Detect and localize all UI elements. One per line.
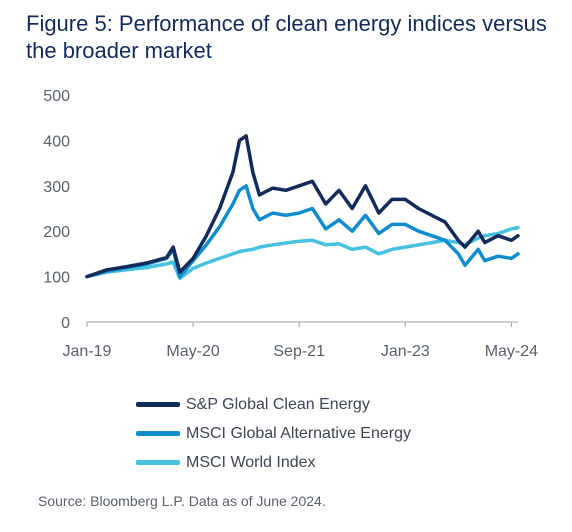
y-tick-label: 400 xyxy=(43,133,70,150)
x-tick-label: Jan-19 xyxy=(63,343,112,360)
x-tick-label: Jan-23 xyxy=(381,343,430,360)
y-axis: 0 100 200 300 400 500 xyxy=(43,88,70,332)
y-tick-label: 500 xyxy=(43,88,70,105)
legend-swatch xyxy=(136,460,180,465)
legend-swatch xyxy=(136,402,180,407)
source-note: Source: Bloomberg L.P. Data as of June 2… xyxy=(38,493,326,509)
x-tick-label: Sep-21 xyxy=(273,343,325,360)
x-tick-label: May-24 xyxy=(485,343,538,360)
page-title: Figure 5: Performance of clean energy in… xyxy=(26,11,547,63)
series-layer xyxy=(85,134,520,281)
legend-item: MSCI World Index xyxy=(136,448,411,477)
y-tick-label: 100 xyxy=(43,270,70,287)
line-chart: 0 100 200 300 400 500 Jan-19 May-20 Sep-21 Jan-2… xyxy=(43,88,538,360)
legend-item: S&P Global Clean Energy xyxy=(136,390,411,419)
legend: S&P Global Clean Energy MSCI Global Alter… xyxy=(136,390,411,477)
x-axis: Jan-19 May-20 Sep-21 Jan-23 May-24 xyxy=(63,321,538,360)
legend-label: MSCI Global Alternative Energy xyxy=(186,424,411,442)
legend-label: MSCI World Index xyxy=(186,453,316,471)
x-tick-label: May-20 xyxy=(166,343,219,360)
legend-swatch xyxy=(136,431,180,436)
legend-label: S&P Global Clean Energy xyxy=(186,395,370,413)
y-tick-label: 200 xyxy=(43,224,70,241)
y-tick-label: 0 xyxy=(61,315,70,332)
legend-item: MSCI Global Alternative Energy xyxy=(136,419,411,448)
y-tick-label: 300 xyxy=(43,179,70,196)
series-line xyxy=(85,134,520,279)
